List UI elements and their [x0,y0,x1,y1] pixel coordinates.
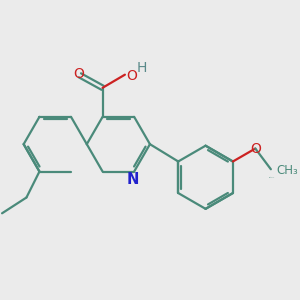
Text: H: H [136,61,147,75]
Text: O: O [73,67,84,81]
Text: N: N [127,172,140,187]
Text: CH₃: CH₃ [276,164,298,177]
Text: methoxy: methoxy [269,177,275,178]
Text: O: O [250,142,261,155]
Text: O: O [126,69,137,83]
